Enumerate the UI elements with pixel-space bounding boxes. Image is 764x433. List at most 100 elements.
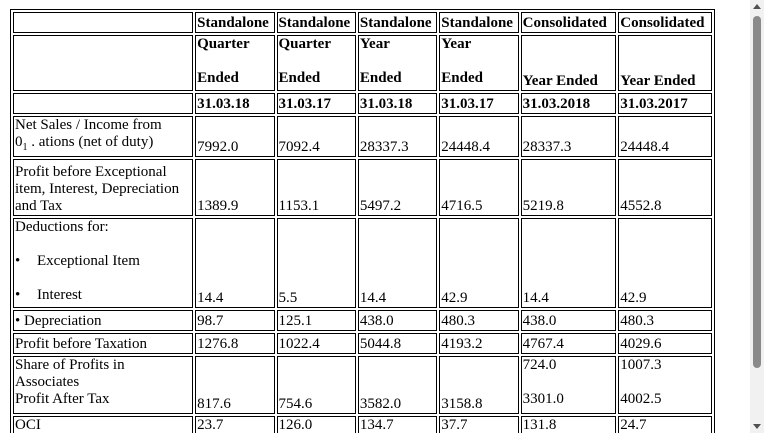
header-ended: Ended (197, 70, 239, 86)
value-cell: 1022.4 (276, 333, 356, 354)
value-cell: 126.0 (276, 416, 356, 433)
scroll-down-arrow-icon[interactable] (750, 419, 764, 433)
scroll-up-arrow-icon[interactable] (750, 0, 764, 14)
value-cell: 1276.8 (195, 333, 275, 354)
value-cell: 28337.3 (520, 116, 617, 157)
header-ended: Ended (441, 70, 483, 86)
financial-results-table: Standalone Standalone Standalone Standal… (10, 9, 715, 433)
label-text: Deductions for: (15, 219, 109, 235)
value-cell: 125.1 (276, 310, 356, 331)
label-text: Interest (37, 287, 82, 303)
header-cell: 31.03.17 (276, 93, 356, 114)
header-row-period: Quarter Ended Quarter Ended Year Ended Year… (13, 35, 712, 91)
document-content: Standalone Standalone Standalone Standal… (10, 9, 750, 433)
pat-value: 3582.0 (359, 396, 402, 412)
header-cell: Year Ended (357, 35, 438, 91)
value-cell: 817.6 (195, 356, 275, 414)
table-row: Profit before Exceptional item, Interest… (13, 159, 712, 216)
header-row-segment: Standalone Standalone Standalone Standal… (13, 12, 712, 33)
value-cell: 1007.3 4002.5 (618, 356, 712, 414)
header-cell: Quarter Ended (276, 35, 356, 91)
share-value: 1007.3 (620, 357, 662, 373)
value-cell: 724.0 3301.0 (520, 356, 617, 414)
table-row: Profit before Taxation 1276.8 1022.4 504… (13, 333, 712, 354)
label-text: Share of Profits in Associates (15, 357, 125, 390)
row-label: OCI (13, 416, 194, 433)
value-cell: 42.9 (439, 218, 519, 308)
bullet-icon: • (15, 313, 21, 329)
value-cell: 14.4 (357, 218, 438, 308)
header-blank-cell (13, 12, 194, 33)
scrollbar-thumb[interactable] (753, 16, 761, 368)
pat-value: 817.6 (197, 396, 231, 412)
header-cell: Consolidated (520, 12, 617, 33)
value-cell: 5219.8 (520, 159, 617, 216)
header-cell: Quarter Ended (195, 35, 275, 91)
bullet-icon: • (15, 253, 21, 269)
header-period-type: Quarter (278, 36, 331, 52)
header-cell: 31.03.18 (357, 93, 438, 114)
label-text: Net Sales / Income from (15, 117, 162, 133)
vertical-scrollbar[interactable] (750, 0, 764, 433)
value-cell: 5497.2 (357, 159, 438, 216)
row-label: Net Sales / Income from 01 . ations (net … (13, 116, 194, 157)
value-cell: 23.7 (195, 416, 275, 433)
label-text: 0 (15, 134, 23, 150)
table-row: • Depreciation 98.7 125.1 438.0 480.3 43… (13, 310, 712, 331)
header-cell: Year Ended (618, 35, 712, 91)
label-text: Exceptional Item (37, 253, 140, 269)
table-row: Net Sales / Income from 01 . ations (net … (13, 116, 712, 157)
value-cell: 134.7 (357, 416, 438, 433)
value-cell: 3582.0 (357, 356, 438, 414)
value-cell: 24.7 (618, 416, 712, 433)
header-cell: Standalone (357, 12, 438, 33)
label-subscript: 1 (22, 142, 28, 153)
value-cell: 5044.8 (357, 333, 438, 354)
value-cell: 438.0 (520, 310, 617, 331)
value-cell: 3158.8 (439, 356, 519, 414)
value-cell: 24448.4 (439, 116, 519, 157)
value-cell: 131.8 (520, 416, 617, 433)
value-cell: 24448.4 (618, 116, 712, 157)
table-row: Deductions for: • Exceptional Item • Inter… (13, 218, 712, 308)
share-value: 724.0 (522, 357, 557, 373)
row-label: Deductions for: • Exceptional Item • Inter… (13, 218, 194, 308)
value-cell: 480.3 (439, 310, 519, 331)
row-label: Profit before Taxation (13, 333, 194, 354)
value-cell: 4552.8 (618, 159, 712, 216)
bullet-icon: • (15, 287, 21, 303)
header-blank-cell (13, 93, 194, 114)
header-period-type: Quarter (197, 36, 250, 52)
table-row: OCI 23.7 126.0 134.7 37.7 131.8 24.7 (13, 416, 712, 433)
table-row: Share of Profits in Associates Profit Aft… (13, 356, 712, 414)
value-cell: 14.4 (520, 218, 617, 308)
value-cell: 7092.4 (276, 116, 356, 157)
header-cell: Consolidated (618, 12, 712, 33)
header-cell: Standalone (439, 12, 519, 33)
header-cell: Year Ended (439, 35, 519, 91)
header-cell: 31.03.2017 (618, 93, 712, 114)
value-cell: 754.6 (276, 356, 356, 414)
header-blank-cell (13, 35, 194, 91)
row-label: • Depreciation (13, 310, 194, 331)
header-cell: Year Ended (520, 35, 617, 91)
label-text: . ations (net of duty) (27, 134, 154, 150)
value-cell: 5.5 (276, 218, 356, 308)
pat-value: 3301.0 (522, 391, 564, 407)
header-cell: 31.03.2018 (520, 93, 617, 114)
header-ended: Ended (359, 70, 402, 86)
value-cell: 42.9 (618, 218, 712, 308)
row-label: Share of Profits in Associates Profit Aft… (13, 356, 194, 414)
value-cell: 4029.6 (618, 333, 712, 354)
label-text: Profit After Tax (15, 391, 110, 407)
header-row-date: 31.03.18 31.03.17 31.03.18 31.03.17 31.0… (13, 93, 712, 114)
header-cell: 31.03.17 (439, 93, 519, 114)
value-cell: 14.4 (195, 218, 275, 308)
value-cell: 98.7 (195, 310, 275, 331)
label-text: Depreciation (24, 313, 102, 329)
value-cell: 1153.1 (276, 159, 356, 216)
pat-value: 3158.8 (441, 396, 483, 412)
header-cell: Standalone (195, 12, 275, 33)
header-cell: 31.03.18 (195, 93, 275, 114)
value-cell: 480.3 (618, 310, 712, 331)
